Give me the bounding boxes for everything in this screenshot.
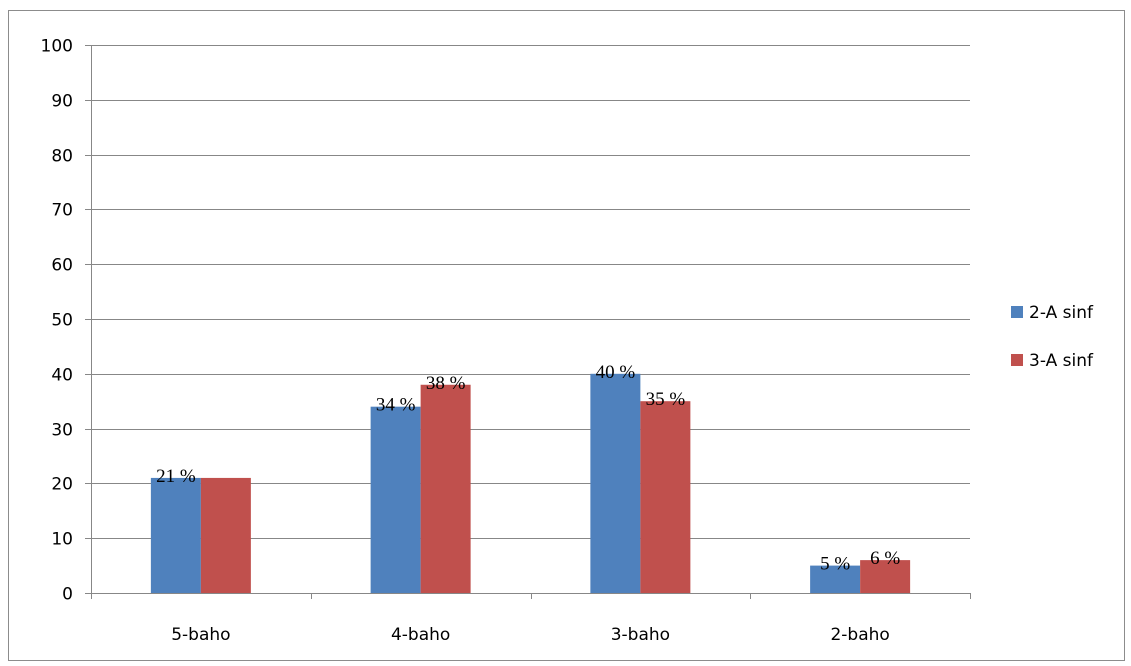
data-label: 34 % xyxy=(376,395,416,416)
bar-3-a-sinf xyxy=(420,384,471,593)
bar-2-a-sinf xyxy=(810,565,861,593)
bar-3-a-sinf xyxy=(860,560,911,593)
y-tick-label: 10 xyxy=(51,530,73,550)
bar-2-a-sinf xyxy=(590,373,641,593)
legend-swatch xyxy=(1011,306,1023,318)
bar-2-a-sinf xyxy=(150,477,201,593)
y-tick-label: 90 xyxy=(51,92,73,112)
data-labels: 21 % 34 % 38 % 40 % 35 % 5 % 6 % xyxy=(156,362,900,575)
data-label: 40 % xyxy=(596,362,636,383)
y-tick-label: 0 xyxy=(62,585,73,605)
legend: 2-A sinf 3-A sinf xyxy=(1011,303,1094,371)
y-tick-label: 100 xyxy=(41,37,73,57)
bar-2-a-sinf xyxy=(370,406,421,593)
x-category-label: 2-baho xyxy=(830,625,889,645)
x-category-label: 4-baho xyxy=(391,625,450,645)
y-tick-label: 60 xyxy=(51,256,73,276)
legend-swatch xyxy=(1011,354,1023,366)
data-label: 35 % xyxy=(646,389,686,410)
x-category-label: 3-baho xyxy=(611,625,670,645)
bar-3-a-sinf xyxy=(640,401,691,593)
axes: 0 10 20 30 40 50 60 70 80 90 100 5-baho 4-baho 3-baho… xyxy=(41,37,971,645)
x-category-label: 5-baho xyxy=(171,625,230,645)
y-tick-label: 30 xyxy=(51,421,73,441)
bar-3-a-sinf xyxy=(200,477,251,593)
y-tick-label: 20 xyxy=(51,475,73,495)
y-tick-label: 80 xyxy=(51,147,73,167)
legend-label: 3-A sinf xyxy=(1029,351,1094,371)
data-label: 21 % xyxy=(156,466,196,487)
data-label: 6 % xyxy=(870,548,900,569)
bars xyxy=(150,373,911,593)
y-tick-label: 50 xyxy=(51,311,73,331)
data-label: 38 % xyxy=(426,373,466,394)
data-label: 5 % xyxy=(820,554,850,575)
y-tick-label: 70 xyxy=(51,201,73,221)
legend-label: 2-A sinf xyxy=(1029,303,1094,323)
y-tick-label: 40 xyxy=(51,366,73,386)
